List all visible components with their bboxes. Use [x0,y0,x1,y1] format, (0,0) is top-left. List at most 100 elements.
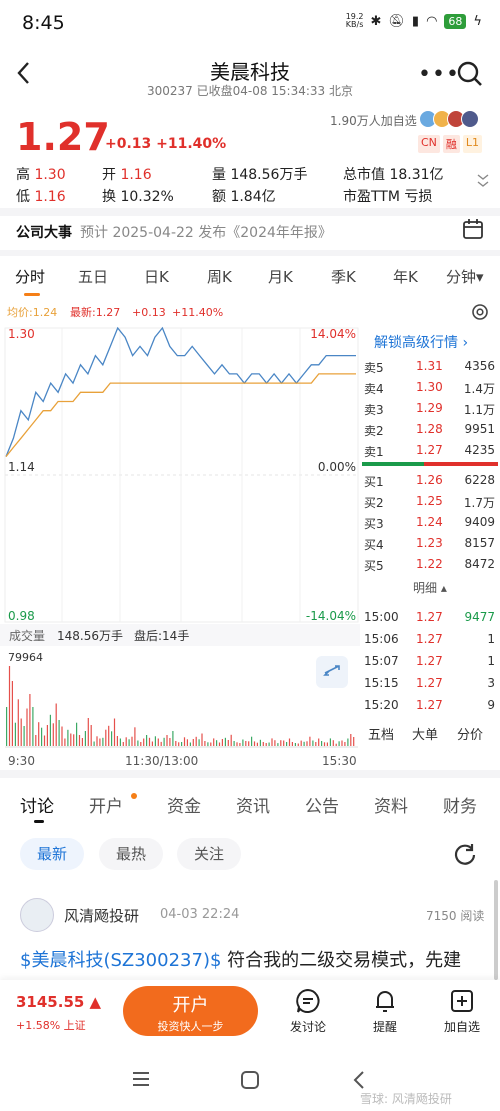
search-icon[interactable] [456,60,484,88]
y-label-low: 0.98 [8,609,35,623]
tag-cn: CN [418,135,440,153]
status-time: 8:45 [22,12,65,34]
bell-icon [376,991,394,1012]
tab-minute[interactable]: 分钟▾ [446,268,484,286]
menu-icon[interactable] [131,1071,151,1087]
post-body[interactable]: $美晨科技(SZ300237)$ 符合我的二级交易模式，先建 [20,946,490,972]
volume-bar [329,738,331,746]
tab-open-account[interactable]: 开户 [89,797,123,817]
add-watchlist-button[interactable]: 加自选 [432,988,492,1035]
volume-bar [38,722,40,746]
intraday-chart[interactable]: 均价:1.24 最新:1.27 +0.13 +11.40% 1.30 1.14 … [0,300,360,770]
volume-bar [148,737,151,747]
tab-monthly[interactable]: 月K [268,268,293,286]
tab-intraday[interactable]: 分时 [15,268,46,286]
volume-bar [230,734,232,747]
back-icon[interactable] [14,60,34,86]
volume-bar [14,722,16,746]
volume-bar [172,731,174,746]
tab-daily[interactable]: 日K [144,268,169,286]
volume-bar [178,742,180,747]
tab-five-levels[interactable]: 五档 [368,728,395,743]
status-bar: 8:45 19.2 KB/s ✱ 🔕︎ ▮ ◠ 68 ϟ [0,0,500,44]
volume-bar [274,740,276,746]
volume-bar [321,741,323,746]
tab-5day[interactable]: 五日 [78,268,109,286]
volume-bar [67,729,69,747]
avatar[interactable] [20,898,54,932]
filter-hot[interactable]: 最热 [99,838,163,870]
volume-bar [227,740,229,746]
tab-big-orders[interactable]: 大单 [412,728,439,743]
tab-announcements[interactable]: 公告 [305,797,339,817]
volume-bar [99,738,101,746]
volume-bar [102,737,104,746]
index-change: +1.58% 上证 [16,1019,86,1032]
notification-dot [131,793,137,799]
volume-bar [221,739,223,746]
filter-following[interactable]: 关注 [177,838,241,870]
scrollbar[interactable] [494,880,498,980]
more-icon[interactable]: ••• [418,62,460,87]
expand-chart-button[interactable] [316,656,348,688]
filter-latest[interactable]: 最新 [20,838,84,870]
tab-news[interactable]: 资讯 [236,797,270,817]
gear-icon[interactable] [470,302,490,322]
volume-bar [344,742,346,746]
volume-bar [201,733,203,746]
chevron-down-icon[interactable] [476,172,490,190]
tab-weekly[interactable]: 周K [207,268,232,286]
tab-price-dist[interactable]: 分价 [457,728,484,743]
post-discussion-button[interactable]: 发讨论 [278,988,338,1035]
volume-bar [166,735,168,746]
detail-toggle[interactable]: 明细 ▴ [413,581,447,595]
index-value[interactable]: 3145.55 ▲ [16,993,102,1011]
volume-bar [323,742,326,747]
volume-bar [6,707,8,746]
y-pct-mid: 0.00% [318,460,356,474]
tab-financials[interactable]: 财务 [443,797,477,817]
after-hours-volume: 盘后:14手 [134,628,189,643]
unlock-advanced-link[interactable]: 解锁高级行情 › [374,335,469,351]
volume-bar [218,742,221,746]
volume-bar [151,741,153,746]
volume-bar [163,737,165,746]
tab-yearly[interactable]: 年K [393,268,418,286]
tab-quarterly[interactable]: 季K [331,268,356,286]
stock-subtitle: 300237 已收盘04-08 15:34:33 北京 [146,84,354,98]
tab-discuss[interactable]: 讨论 [20,797,54,817]
volume-bar [251,736,253,746]
reminder-button[interactable]: 提醒 [355,988,415,1035]
volume-bar [236,742,238,747]
back-nav-icon[interactable] [352,1070,366,1090]
ask-row: 卖3 1.29 1.1万 [364,401,495,417]
tab-funds[interactable]: 资金 [167,797,201,817]
followers-count: 1.90万人加自选 [330,114,417,128]
volume-bar [271,738,273,746]
volume-bar [58,720,60,746]
volume-bar [146,735,148,746]
bid-row: 买4 1.23 8157 [364,536,495,552]
volume-bar [288,738,291,746]
volume-bar [341,740,343,746]
refresh-icon[interactable] [452,841,478,867]
volume-bar [213,738,215,746]
volume-bar [291,742,293,746]
open-account-button[interactable]: 开户 投资快人一步 [123,986,258,1036]
home-icon[interactable] [240,1070,260,1090]
calendar-icon[interactable] [462,218,484,240]
tab-profile[interactable]: 资料 [374,797,408,817]
volume-bar [350,734,352,746]
post-author[interactable]: 风清飏投研 [64,907,140,925]
stat-market-cap: 总市值 18.31亿 [343,167,444,183]
trade-row: 15:07 1.27 1 [364,654,495,668]
volume-bar [8,666,11,746]
stock-link[interactable]: $美晨科技(SZ300237)$ [20,950,222,971]
bluetooth-icon: ✱ [370,13,382,29]
volume-bar [303,741,305,746]
volume-bar [353,737,355,746]
volume-bar [277,743,279,746]
volume-bar [90,725,92,746]
bid-ratio-bar [362,462,430,466]
company-event[interactable]: 公司大事 预计 2025-04-22 发布《2024年年报》 [16,225,332,241]
